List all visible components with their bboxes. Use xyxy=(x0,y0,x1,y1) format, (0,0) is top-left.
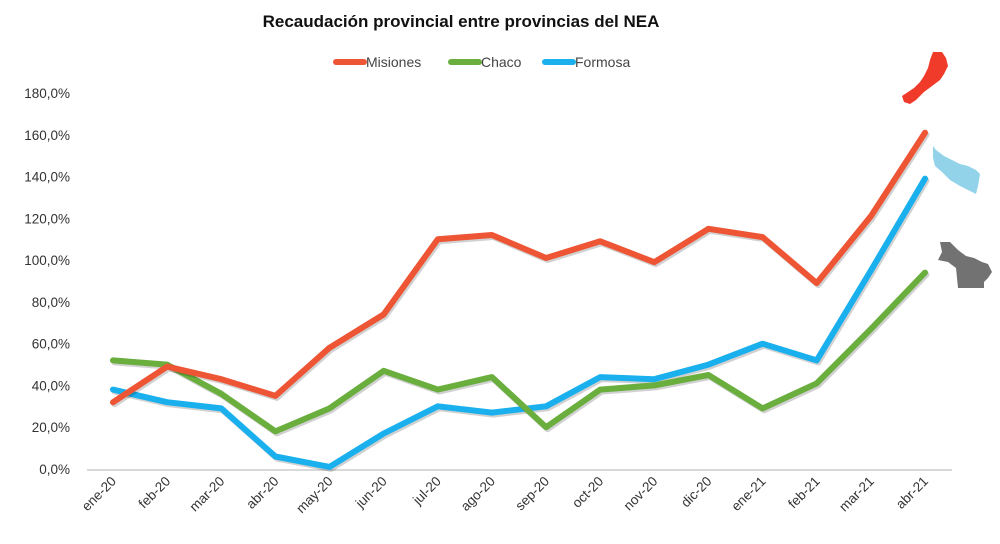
series-line-misiones xyxy=(110,129,928,406)
y-tick-label: 100,0% xyxy=(24,253,70,268)
legend-item-formosa: Formosa xyxy=(542,54,630,70)
y-tick-label: 20,0% xyxy=(32,420,70,435)
x-tick-label: nov-20 xyxy=(621,474,661,514)
x-tick-label: ene-21 xyxy=(728,474,768,514)
y-tick-label: 120,0% xyxy=(24,211,70,226)
legend-label-formosa: Formosa xyxy=(575,54,630,70)
formosa-map-icon xyxy=(933,146,980,194)
legend-item-chaco: Chaco xyxy=(448,54,522,70)
y-tick-label: 0,0% xyxy=(39,462,70,477)
x-tick-label: feb-20 xyxy=(136,474,174,512)
x-tick-label: oct-20 xyxy=(569,474,606,511)
x-tick-label: dic-20 xyxy=(678,474,715,511)
y-tick-label: 80,0% xyxy=(32,295,70,310)
x-axis: ene-20 feb-20 mar-20 abr-20 may-20 jun-20 jul-… xyxy=(79,474,931,516)
x-tick-label: may-20 xyxy=(293,474,335,516)
x-tick-label: jun-20 xyxy=(352,474,390,512)
x-tick-label: mar-20 xyxy=(187,474,228,515)
x-tick-label: abr-20 xyxy=(243,474,281,512)
x-tick-label: ene-20 xyxy=(79,474,119,514)
series-line-chaco xyxy=(110,269,928,435)
y-tick-label: 160,0% xyxy=(24,128,70,143)
y-tick-label: 140,0% xyxy=(24,170,70,185)
legend: Misiones Chaco Formosa xyxy=(333,54,630,70)
misiones-map-icon xyxy=(902,52,948,104)
x-tick-label: abr-21 xyxy=(893,474,931,512)
y-axis: 0,0% 20,0% 40,0% 60,0% 80,0% 100,0% 120,0% 140,… xyxy=(24,86,70,477)
series-layer xyxy=(110,129,930,472)
chaco-map-icon xyxy=(938,242,992,288)
y-tick-label: 60,0% xyxy=(32,337,70,352)
series-line-formosa xyxy=(110,175,928,470)
legend-label-chaco: Chaco xyxy=(481,54,522,70)
y-tick-label: 180,0% xyxy=(24,86,70,101)
x-tick-label: mar-21 xyxy=(836,474,877,515)
province-maps xyxy=(902,52,992,288)
legend-item-misiones: Misiones xyxy=(333,54,421,70)
x-tick-label: jul-20 xyxy=(409,474,444,509)
legend-label-misiones: Misiones xyxy=(366,54,421,70)
x-tick-label: feb-21 xyxy=(785,474,823,512)
x-tick-label: sep-20 xyxy=(512,474,552,514)
x-tick-label: ago-20 xyxy=(458,474,498,514)
y-tick-label: 40,0% xyxy=(32,378,70,393)
chart-title: Recaudación provincial entre provincias … xyxy=(263,12,660,31)
